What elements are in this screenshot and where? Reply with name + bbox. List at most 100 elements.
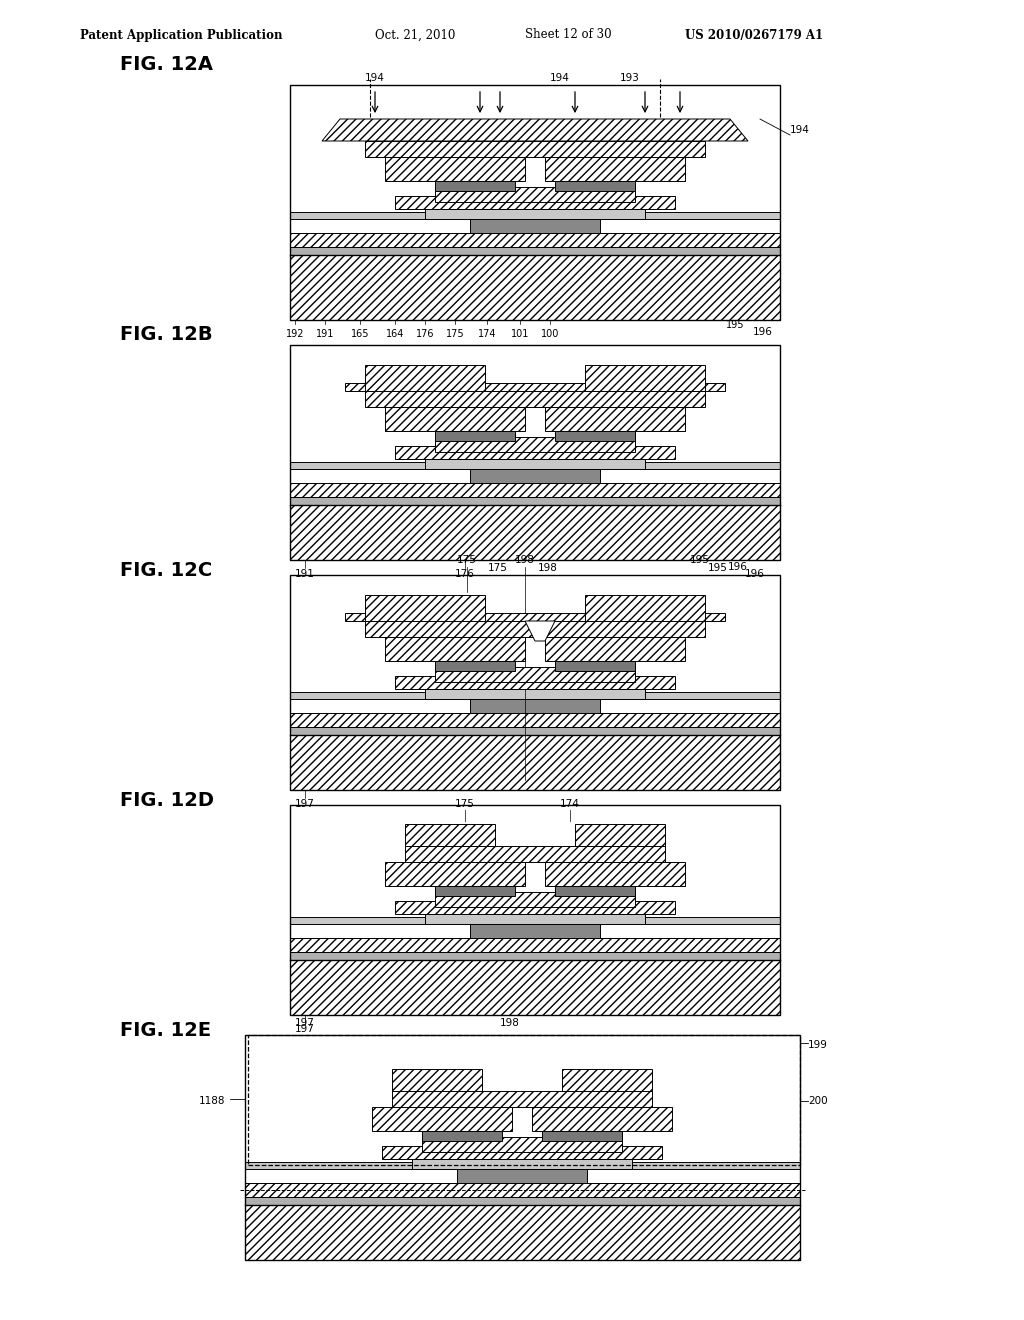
Bar bbox=[290, 498, 780, 506]
Bar bbox=[290, 805, 780, 1015]
Bar bbox=[290, 713, 780, 727]
Bar bbox=[290, 462, 780, 469]
Text: 1188: 1188 bbox=[199, 1096, 225, 1106]
Bar bbox=[290, 952, 780, 960]
Bar bbox=[290, 735, 780, 789]
Text: FIG. 12B: FIG. 12B bbox=[120, 326, 213, 345]
Text: 175: 175 bbox=[488, 564, 508, 573]
Bar bbox=[435, 187, 635, 202]
Bar bbox=[435, 892, 635, 907]
Bar bbox=[545, 638, 685, 661]
Bar bbox=[435, 437, 635, 451]
Bar bbox=[555, 661, 635, 671]
Bar bbox=[435, 886, 515, 896]
Bar bbox=[585, 366, 705, 391]
Text: US 2010/0267179 A1: US 2010/0267179 A1 bbox=[685, 29, 823, 41]
Bar bbox=[395, 902, 675, 913]
Bar bbox=[406, 824, 495, 846]
Text: 198: 198 bbox=[538, 564, 558, 573]
Bar bbox=[290, 692, 780, 700]
Bar bbox=[457, 1170, 587, 1183]
Text: 191: 191 bbox=[295, 569, 315, 579]
Text: 194: 194 bbox=[791, 125, 810, 135]
Text: 197: 197 bbox=[295, 1024, 315, 1034]
Text: 196: 196 bbox=[753, 327, 773, 337]
Bar bbox=[406, 846, 665, 862]
Text: 197: 197 bbox=[295, 799, 315, 809]
Bar bbox=[365, 366, 485, 391]
Text: 196: 196 bbox=[745, 569, 765, 579]
Text: 191: 191 bbox=[315, 329, 334, 339]
Text: 195: 195 bbox=[726, 319, 744, 330]
Bar bbox=[470, 469, 600, 483]
Bar bbox=[245, 1183, 800, 1197]
Text: 175: 175 bbox=[455, 799, 475, 809]
Bar bbox=[245, 1162, 800, 1170]
Bar bbox=[412, 1159, 632, 1170]
Bar bbox=[385, 862, 525, 886]
Bar bbox=[425, 913, 645, 924]
Bar bbox=[532, 1107, 672, 1131]
Text: 197: 197 bbox=[295, 1018, 314, 1028]
Text: 198: 198 bbox=[515, 554, 535, 565]
Bar bbox=[290, 727, 780, 735]
Bar bbox=[425, 209, 645, 219]
Bar bbox=[245, 1035, 800, 1261]
Bar bbox=[392, 1069, 482, 1092]
Bar bbox=[290, 234, 780, 247]
Bar bbox=[395, 195, 675, 209]
Text: 176: 176 bbox=[416, 329, 434, 339]
Text: 199: 199 bbox=[808, 1040, 827, 1049]
Text: 165: 165 bbox=[351, 329, 370, 339]
Bar bbox=[545, 157, 685, 181]
Bar bbox=[422, 1137, 622, 1152]
Bar bbox=[345, 383, 725, 391]
Bar bbox=[290, 506, 780, 560]
Bar bbox=[422, 1131, 502, 1140]
Bar bbox=[392, 1092, 652, 1107]
Bar bbox=[365, 391, 705, 407]
Polygon shape bbox=[322, 119, 748, 141]
Text: 194: 194 bbox=[550, 73, 570, 83]
Bar bbox=[245, 1205, 800, 1261]
Bar bbox=[345, 612, 725, 620]
Bar bbox=[290, 255, 780, 319]
Text: 200: 200 bbox=[808, 1096, 827, 1106]
Bar bbox=[290, 960, 780, 1015]
Text: 174: 174 bbox=[478, 329, 497, 339]
Bar bbox=[585, 595, 705, 620]
Text: 175: 175 bbox=[445, 329, 464, 339]
Text: 198: 198 bbox=[500, 1018, 520, 1028]
Bar bbox=[555, 181, 635, 191]
Bar bbox=[290, 483, 780, 498]
Bar bbox=[385, 638, 525, 661]
Bar bbox=[545, 862, 685, 886]
Bar bbox=[365, 620, 705, 638]
Text: 196: 196 bbox=[728, 562, 748, 572]
Text: 195: 195 bbox=[708, 564, 728, 573]
Text: FIG. 12E: FIG. 12E bbox=[120, 1020, 211, 1040]
Text: 101: 101 bbox=[511, 329, 529, 339]
Bar bbox=[425, 689, 645, 700]
Bar bbox=[470, 700, 600, 713]
Bar bbox=[382, 1146, 662, 1159]
Text: FIG. 12D: FIG. 12D bbox=[120, 791, 214, 809]
Text: 195: 195 bbox=[690, 554, 710, 565]
Text: 194: 194 bbox=[366, 73, 385, 83]
Text: 193: 193 bbox=[621, 73, 640, 83]
Text: FIG. 12C: FIG. 12C bbox=[120, 561, 212, 579]
Bar bbox=[365, 595, 485, 620]
Bar bbox=[290, 939, 780, 952]
Bar bbox=[385, 407, 525, 432]
Bar bbox=[542, 1131, 622, 1140]
Bar bbox=[290, 84, 780, 319]
Text: FIG. 12A: FIG. 12A bbox=[120, 55, 213, 74]
Bar bbox=[435, 181, 515, 191]
Bar bbox=[290, 247, 780, 255]
Bar bbox=[290, 213, 780, 219]
Bar bbox=[545, 407, 685, 432]
Text: 192: 192 bbox=[286, 329, 304, 339]
Bar bbox=[470, 219, 600, 234]
Text: 175: 175 bbox=[457, 554, 477, 565]
Bar bbox=[290, 917, 780, 924]
